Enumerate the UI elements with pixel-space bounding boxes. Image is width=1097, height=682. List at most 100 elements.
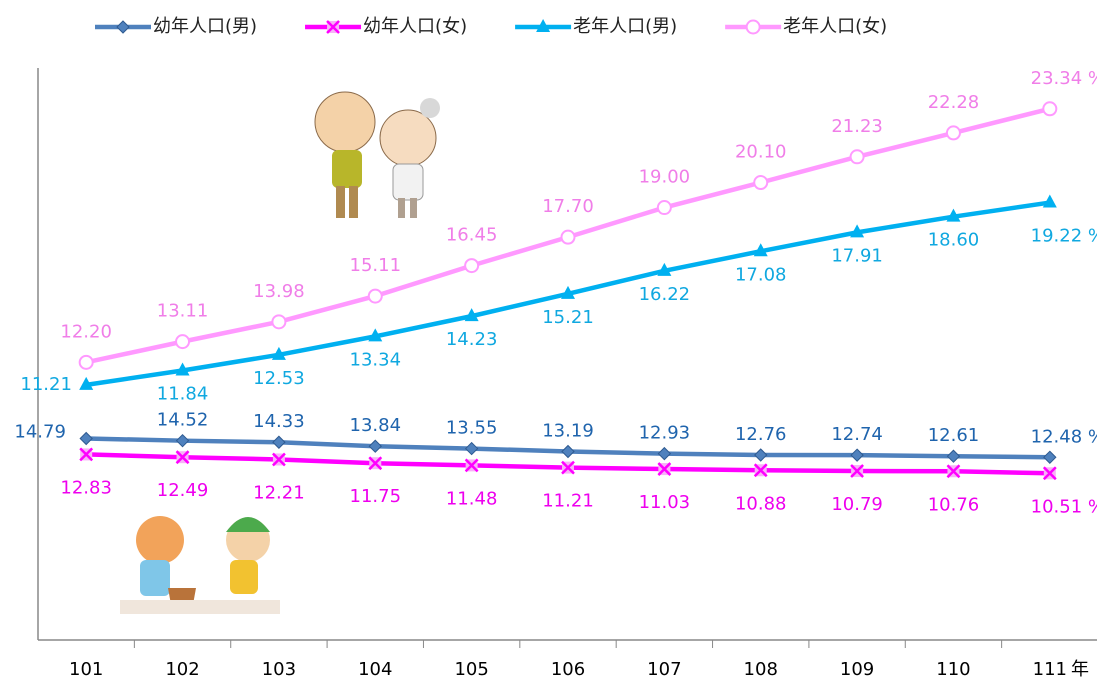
series: 12.20 13.11 13.98 15.11 16.45 17.70 19.00 20.10… [60, 68, 1097, 370]
value-label: 21.23 [831, 116, 883, 137]
value-label: 13.19 [542, 420, 594, 441]
point [753, 175, 769, 191]
value-label: 18.60 [928, 230, 980, 251]
value-label: 12.83 [60, 477, 112, 498]
point [849, 149, 865, 165]
value-label: 12.61 [928, 425, 980, 446]
legend-label: 老年人口(女) [783, 16, 887, 37]
point [464, 458, 479, 473]
point [850, 464, 864, 478]
point-x [1042, 466, 1057, 481]
value-label: 10.51 % [1031, 496, 1097, 517]
point [79, 376, 94, 390]
value-label: 11.75 [350, 486, 402, 507]
value-label: 12.74 [831, 424, 883, 445]
x-tick-label: 103 [262, 659, 296, 680]
point [561, 460, 575, 475]
value-label: 10.79 [831, 494, 883, 515]
value-label: 17.08 [735, 264, 787, 285]
point [656, 200, 672, 216]
legend-label: 老年人口(男) [573, 16, 677, 37]
point [175, 334, 191, 350]
point [464, 308, 479, 322]
value-label: 17.70 [542, 196, 594, 217]
legend-item: 老年人口(男) [515, 16, 677, 37]
legend-label: 幼年人口(女) [363, 16, 467, 37]
value-label: 13.98 [253, 281, 305, 302]
x-tick-label: 109 [840, 659, 874, 680]
value-label: 12.93 [639, 423, 691, 444]
point [79, 447, 94, 462]
point-x [79, 447, 94, 462]
value-label: 11.21 [542, 491, 594, 512]
point-x [326, 20, 340, 34]
value-label: 12.53 [253, 368, 305, 389]
x-tick-label: 101 [69, 659, 103, 680]
value-label: 13.11 [157, 301, 209, 322]
point [368, 439, 382, 453]
point-x [464, 458, 479, 473]
point [271, 346, 286, 360]
value-label: 14.33 [253, 411, 305, 432]
value-label: 14.52 [157, 410, 209, 431]
legend-item: 幼年人口(女) [305, 16, 467, 37]
point [657, 462, 672, 476]
point [946, 449, 961, 463]
x-unit: 年 [1071, 659, 1089, 680]
point [753, 463, 768, 478]
point [561, 285, 575, 299]
value-label: 11.03 [639, 492, 691, 513]
value-label: 12.48 % [1031, 426, 1097, 447]
value-label: 15.21 [542, 307, 594, 328]
point [945, 125, 961, 141]
point [561, 444, 575, 459]
value-label: 12.20 [60, 321, 112, 342]
point [175, 433, 190, 448]
point [850, 448, 864, 462]
value-label: 11.21 [20, 374, 72, 395]
point [78, 354, 94, 370]
value-label: 14.23 [446, 329, 498, 350]
point [1043, 450, 1057, 464]
x-tick-label: 110 [936, 659, 970, 680]
x-tick-label: 108 [744, 659, 778, 680]
x-tick-label: 107 [647, 659, 681, 680]
point [272, 452, 286, 467]
point [753, 243, 768, 257]
point [464, 258, 480, 274]
point [946, 208, 961, 222]
point-x [175, 450, 190, 465]
point [368, 328, 383, 342]
x-tick-label: 102 [165, 659, 199, 680]
legend-item: 老年人口(女) [725, 16, 887, 37]
value-label: 12.49 [157, 480, 209, 501]
point [657, 262, 672, 276]
value-label: 20.10 [735, 142, 787, 163]
point [272, 435, 286, 449]
value-label: 11.84 [157, 384, 209, 405]
legend-marker [745, 19, 761, 35]
series: 14.79 14.52 14.33 13.84 13.55 13.19 12.93 12.76… [14, 410, 1097, 464]
series: 12.83 12.49 12.21 11.75 11.48 11.21 11.03 10.88… [60, 447, 1097, 517]
point [560, 229, 576, 245]
value-label: 12.21 [253, 482, 305, 503]
point [368, 456, 383, 471]
point [850, 224, 865, 238]
value-label: 23.34 % [1031, 68, 1097, 89]
point-x [368, 456, 383, 471]
value-label: 22.28 [928, 92, 980, 113]
x-tick-label: 104 [358, 659, 392, 680]
value-label: 19.22 % [1031, 226, 1097, 247]
children-illustration [120, 516, 280, 614]
elderly-illustration [314, 91, 440, 218]
legend-marker [536, 19, 551, 32]
point [1042, 194, 1057, 208]
value-label: 13.34 [350, 349, 402, 370]
series: 11.21 11.84 12.53 13.34 14.23 15.21 16.22 17.08… [20, 194, 1097, 405]
point-x [753, 463, 768, 478]
point [271, 314, 287, 330]
point [175, 450, 190, 465]
point-x [657, 462, 672, 476]
point [754, 448, 768, 462]
